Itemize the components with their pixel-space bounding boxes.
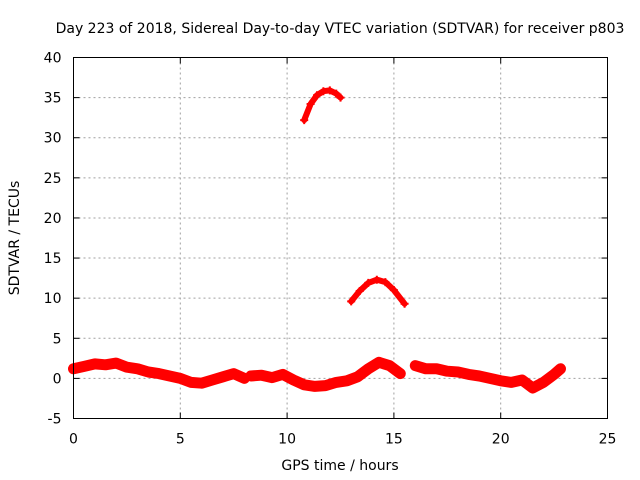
data-point: [112, 359, 121, 368]
data-point: [154, 369, 163, 378]
data-point: [101, 360, 110, 369]
data-point: [332, 89, 341, 98]
x-tick-label: 10: [278, 432, 296, 448]
data-point: [528, 384, 537, 393]
data-point: [176, 374, 185, 383]
data-point: [432, 364, 441, 373]
y-tick-label: 0: [53, 371, 62, 387]
x-tick-label: 0: [69, 432, 78, 448]
data-point: [310, 382, 319, 391]
data-point: [374, 358, 383, 367]
data-point: [246, 371, 255, 380]
data-point: [133, 364, 142, 373]
y-tick-label: 10: [44, 291, 62, 307]
data-point: [355, 286, 364, 295]
data-point: [372, 275, 381, 284]
x-tick-label: 15: [385, 432, 403, 448]
data-point: [385, 361, 394, 370]
data-point: [289, 375, 298, 384]
data-point: [507, 378, 516, 387]
data-point: [496, 376, 505, 385]
data-point: [257, 371, 266, 380]
data-point: [539, 378, 548, 387]
data-point: [219, 372, 228, 381]
data-point: [321, 381, 330, 390]
data-point: [313, 91, 322, 100]
data-point: [411, 361, 420, 370]
data-point: [453, 367, 462, 376]
grid: [73, 57, 608, 419]
y-tick-label: 25: [44, 171, 62, 187]
y-tick-label: 30: [44, 131, 62, 147]
data-point: [464, 370, 473, 379]
x-tick-label: 5: [176, 432, 185, 448]
data-point: [389, 286, 398, 295]
data-point: [122, 363, 131, 372]
data-point: [268, 373, 277, 382]
data-point: [208, 375, 217, 384]
data-point: [300, 380, 309, 389]
y-tick-label: -5: [48, 412, 62, 428]
data-point: [396, 369, 405, 378]
data-series: [68, 86, 566, 394]
data-point: [306, 100, 315, 109]
data-point: [186, 378, 195, 387]
data-point: [90, 359, 99, 368]
y-axis-label: SDTVAR / TECUs: [7, 181, 23, 296]
data-point: [80, 362, 89, 371]
y-tick-label: 40: [44, 51, 62, 67]
data-point: [556, 364, 565, 373]
data-point: [197, 379, 206, 388]
data-point: [342, 376, 351, 385]
y-tick-label: 20: [44, 211, 62, 227]
data-point: [381, 278, 390, 287]
data-point: [332, 378, 341, 387]
data-point: [165, 371, 174, 380]
x-tick-label: 25: [599, 432, 617, 448]
data-point: [229, 369, 238, 378]
data-point: [550, 370, 559, 379]
data-point: [421, 364, 430, 373]
chart-title: Day 223 of 2018, Sidereal Day-to-day VTE…: [56, 21, 625, 37]
data-point: [518, 375, 527, 384]
data-point: [475, 371, 484, 380]
y-tick-label: 15: [44, 251, 62, 267]
x-axis-label: GPS time / hours: [281, 458, 398, 474]
data-point: [364, 278, 373, 287]
data-point: [336, 93, 345, 102]
plot-frame: [73, 57, 608, 419]
data-point: [325, 86, 334, 95]
data-point: [278, 370, 287, 379]
data-point: [300, 116, 309, 125]
y-tick-label: 5: [53, 331, 62, 347]
x-tick-label: 20: [492, 432, 510, 448]
y-tick-label: 35: [44, 91, 62, 107]
data-point: [347, 297, 356, 306]
data-point: [353, 372, 362, 381]
data-point: [400, 299, 409, 308]
axis-ticks: 0 5 10 15 20 25 -5 0 5 10 15 20 25 30 35 40: [44, 51, 617, 448]
data-point: [486, 374, 495, 383]
data-point: [144, 367, 153, 376]
data-point: [443, 367, 452, 376]
data-point: [364, 364, 373, 373]
